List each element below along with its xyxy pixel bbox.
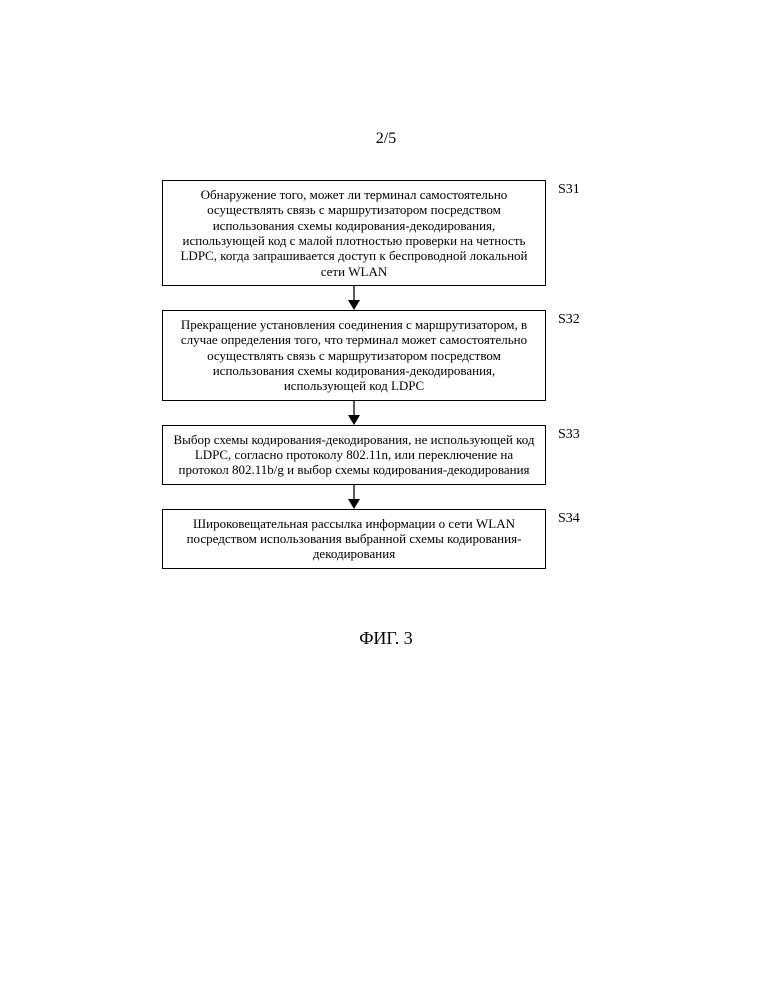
flow-arrow — [162, 401, 546, 425]
flow-step-label-s32: S32 — [558, 312, 580, 328]
flowchart: Обнаружение того, может ли терминал само… — [162, 180, 622, 569]
flow-step-row: Обнаружение того, может ли терминал само… — [162, 180, 622, 286]
flow-arrow — [162, 485, 546, 509]
flow-step-row: Выбор схемы кодирования-декодирования, н… — [162, 425, 622, 485]
figure-caption: ФИГ. 3 — [0, 628, 772, 649]
flow-step-label-s31: S31 — [558, 182, 580, 198]
page-number: 2/5 — [0, 130, 772, 148]
flow-arrow — [162, 286, 546, 310]
arrow-down-icon — [344, 485, 364, 509]
flow-step-label-s34: S34 — [558, 511, 580, 527]
flow-step-label-s33: S33 — [558, 427, 580, 443]
flow-step-box-s32: Прекращение установления соединения с ма… — [162, 310, 546, 401]
flow-step-box-s31: Обнаружение того, может ли терминал само… — [162, 180, 546, 286]
page: 2/5 Обнаружение того, может ли терминал … — [0, 0, 772, 999]
flow-step-box-s34: Широковещательная рассылка информации о … — [162, 509, 546, 569]
arrow-down-icon — [344, 286, 364, 310]
flow-step-box-s33: Выбор схемы кодирования-декодирования, н… — [162, 425, 546, 485]
flow-step-row: Широковещательная рассылка информации о … — [162, 509, 622, 569]
flow-step-row: Прекращение установления соединения с ма… — [162, 310, 622, 401]
arrow-down-icon — [344, 401, 364, 425]
